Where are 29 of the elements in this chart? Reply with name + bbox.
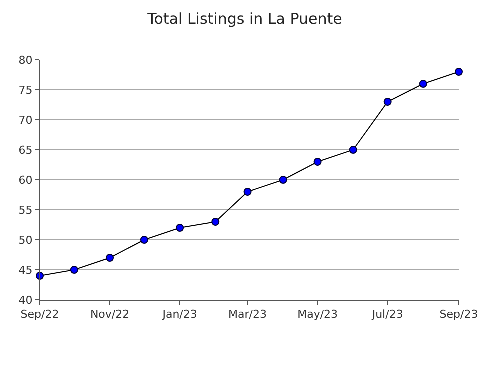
x-tick-label: Mar/23 bbox=[228, 308, 268, 322]
x-tick-label: Nov/22 bbox=[90, 308, 130, 322]
point bbox=[455, 68, 463, 76]
point bbox=[349, 146, 358, 154]
point bbox=[279, 176, 288, 184]
y-tick-label: 60 bbox=[18, 174, 33, 187]
point bbox=[106, 254, 114, 262]
y-tick-label: 45 bbox=[18, 264, 33, 277]
y-tick-label: 75 bbox=[18, 84, 33, 97]
point bbox=[384, 98, 392, 106]
x-tick-label: Sep/22 bbox=[20, 308, 60, 322]
point bbox=[176, 224, 184, 232]
y-tick-label: 70 bbox=[18, 114, 33, 127]
y-tick-label: 65 bbox=[18, 144, 33, 157]
y-tick-label: 55 bbox=[18, 204, 33, 217]
x-tick-label: Jul/23 bbox=[371, 308, 404, 322]
point bbox=[212, 218, 220, 226]
y-tick-label: 40 bbox=[18, 294, 33, 307]
chart-title: Total Listings in La Puente bbox=[146, 10, 342, 28]
point bbox=[314, 158, 322, 166]
point bbox=[70, 266, 78, 274]
x-tick-label: May/23 bbox=[298, 308, 338, 322]
x-tick-label: Jan/23 bbox=[162, 308, 198, 322]
y-tick-label: 80 bbox=[18, 54, 33, 67]
x-tick-label: Sep/23 bbox=[440, 308, 478, 322]
point bbox=[419, 80, 428, 88]
y-tick-label: 50 bbox=[18, 234, 33, 247]
point bbox=[140, 236, 148, 244]
point bbox=[244, 188, 252, 196]
